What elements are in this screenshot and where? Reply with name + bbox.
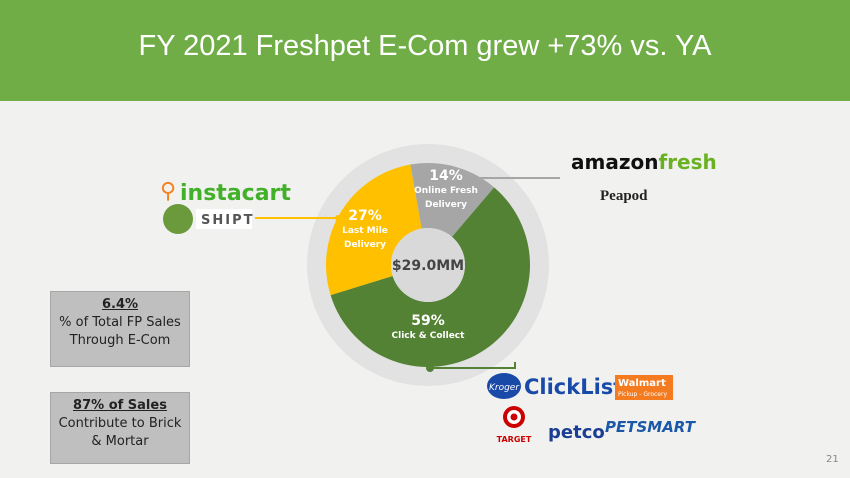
logo-icon: ⚲ <box>160 179 176 204</box>
donut-segment <box>410 163 495 237</box>
connector <box>430 362 516 369</box>
donut-segment <box>326 164 422 296</box>
callout-text: % of Total FP Sales <box>59 315 181 330</box>
logo-icon <box>487 373 521 399</box>
logo: Walmart <box>618 378 666 389</box>
value-label: 14% <box>429 168 463 184</box>
logo-part: amazon <box>571 150 658 174</box>
segment-label: 14% Online Fresh Delivery <box>391 168 501 212</box>
callout-headline: 87% of Sales <box>73 398 167 413</box>
logo: Peapod <box>600 188 648 204</box>
logo: ClickList <box>524 375 623 399</box>
callout-text: Through E-Com <box>69 333 171 348</box>
category-label: Last Mile Delivery <box>342 226 388 250</box>
category-label: Online Fresh Delivery <box>414 186 478 210</box>
segment-label: 27% Last Mile Delivery <box>310 208 420 252</box>
donut-segment <box>330 187 531 368</box>
logo: instacart <box>180 181 291 206</box>
category-label: Click & Collect <box>391 331 465 341</box>
page-number: 21 <box>826 454 839 465</box>
callout-text: & Mortar <box>91 434 149 449</box>
callout-text: Contribute to Brick <box>58 416 182 431</box>
logo-box <box>196 209 252 229</box>
segment-label: 59% Click & Collect <box>373 313 483 343</box>
logo-part: fresh <box>658 150 716 174</box>
logo: petco <box>548 422 605 443</box>
logo: Pickup - Grocery <box>618 391 667 398</box>
logo: SHIPT <box>201 213 254 228</box>
donut-hole <box>391 228 465 302</box>
slide-title: FY 2021 Freshpet E-Com grew +73% vs. YA <box>138 30 712 62</box>
callout-box: 87% of Sales Contribute to Brick & Morta… <box>50 392 190 464</box>
logo-icon <box>510 413 518 421</box>
logo: TARGET <box>497 435 532 444</box>
value-label: 27% <box>348 208 382 224</box>
callout-box: 6.4% % of Total FP Sales Through E-Com <box>50 291 190 367</box>
center-label: $29.0MM <box>392 258 464 274</box>
logo-icon <box>163 204 193 234</box>
logo: Kroger <box>489 383 520 393</box>
callout-headline: 6.4% <box>101 297 139 312</box>
logo-box <box>615 375 673 400</box>
logo: amazonfresh <box>571 150 717 174</box>
title-bar <box>0 0 850 101</box>
value-label: 59% <box>411 313 445 329</box>
logo: PETSMART <box>605 418 697 436</box>
